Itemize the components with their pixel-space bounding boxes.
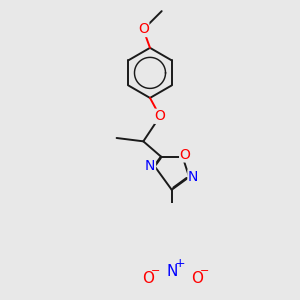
Text: O: O <box>191 271 203 286</box>
Text: N: N <box>145 159 155 173</box>
Text: O: O <box>142 271 154 286</box>
Text: −: − <box>151 266 160 276</box>
Text: O: O <box>138 22 149 37</box>
Text: O: O <box>154 109 166 123</box>
Text: N: N <box>188 170 198 184</box>
Text: −: − <box>200 266 209 276</box>
Text: O: O <box>180 148 190 162</box>
Text: N: N <box>166 264 177 279</box>
Text: +: + <box>175 257 185 270</box>
